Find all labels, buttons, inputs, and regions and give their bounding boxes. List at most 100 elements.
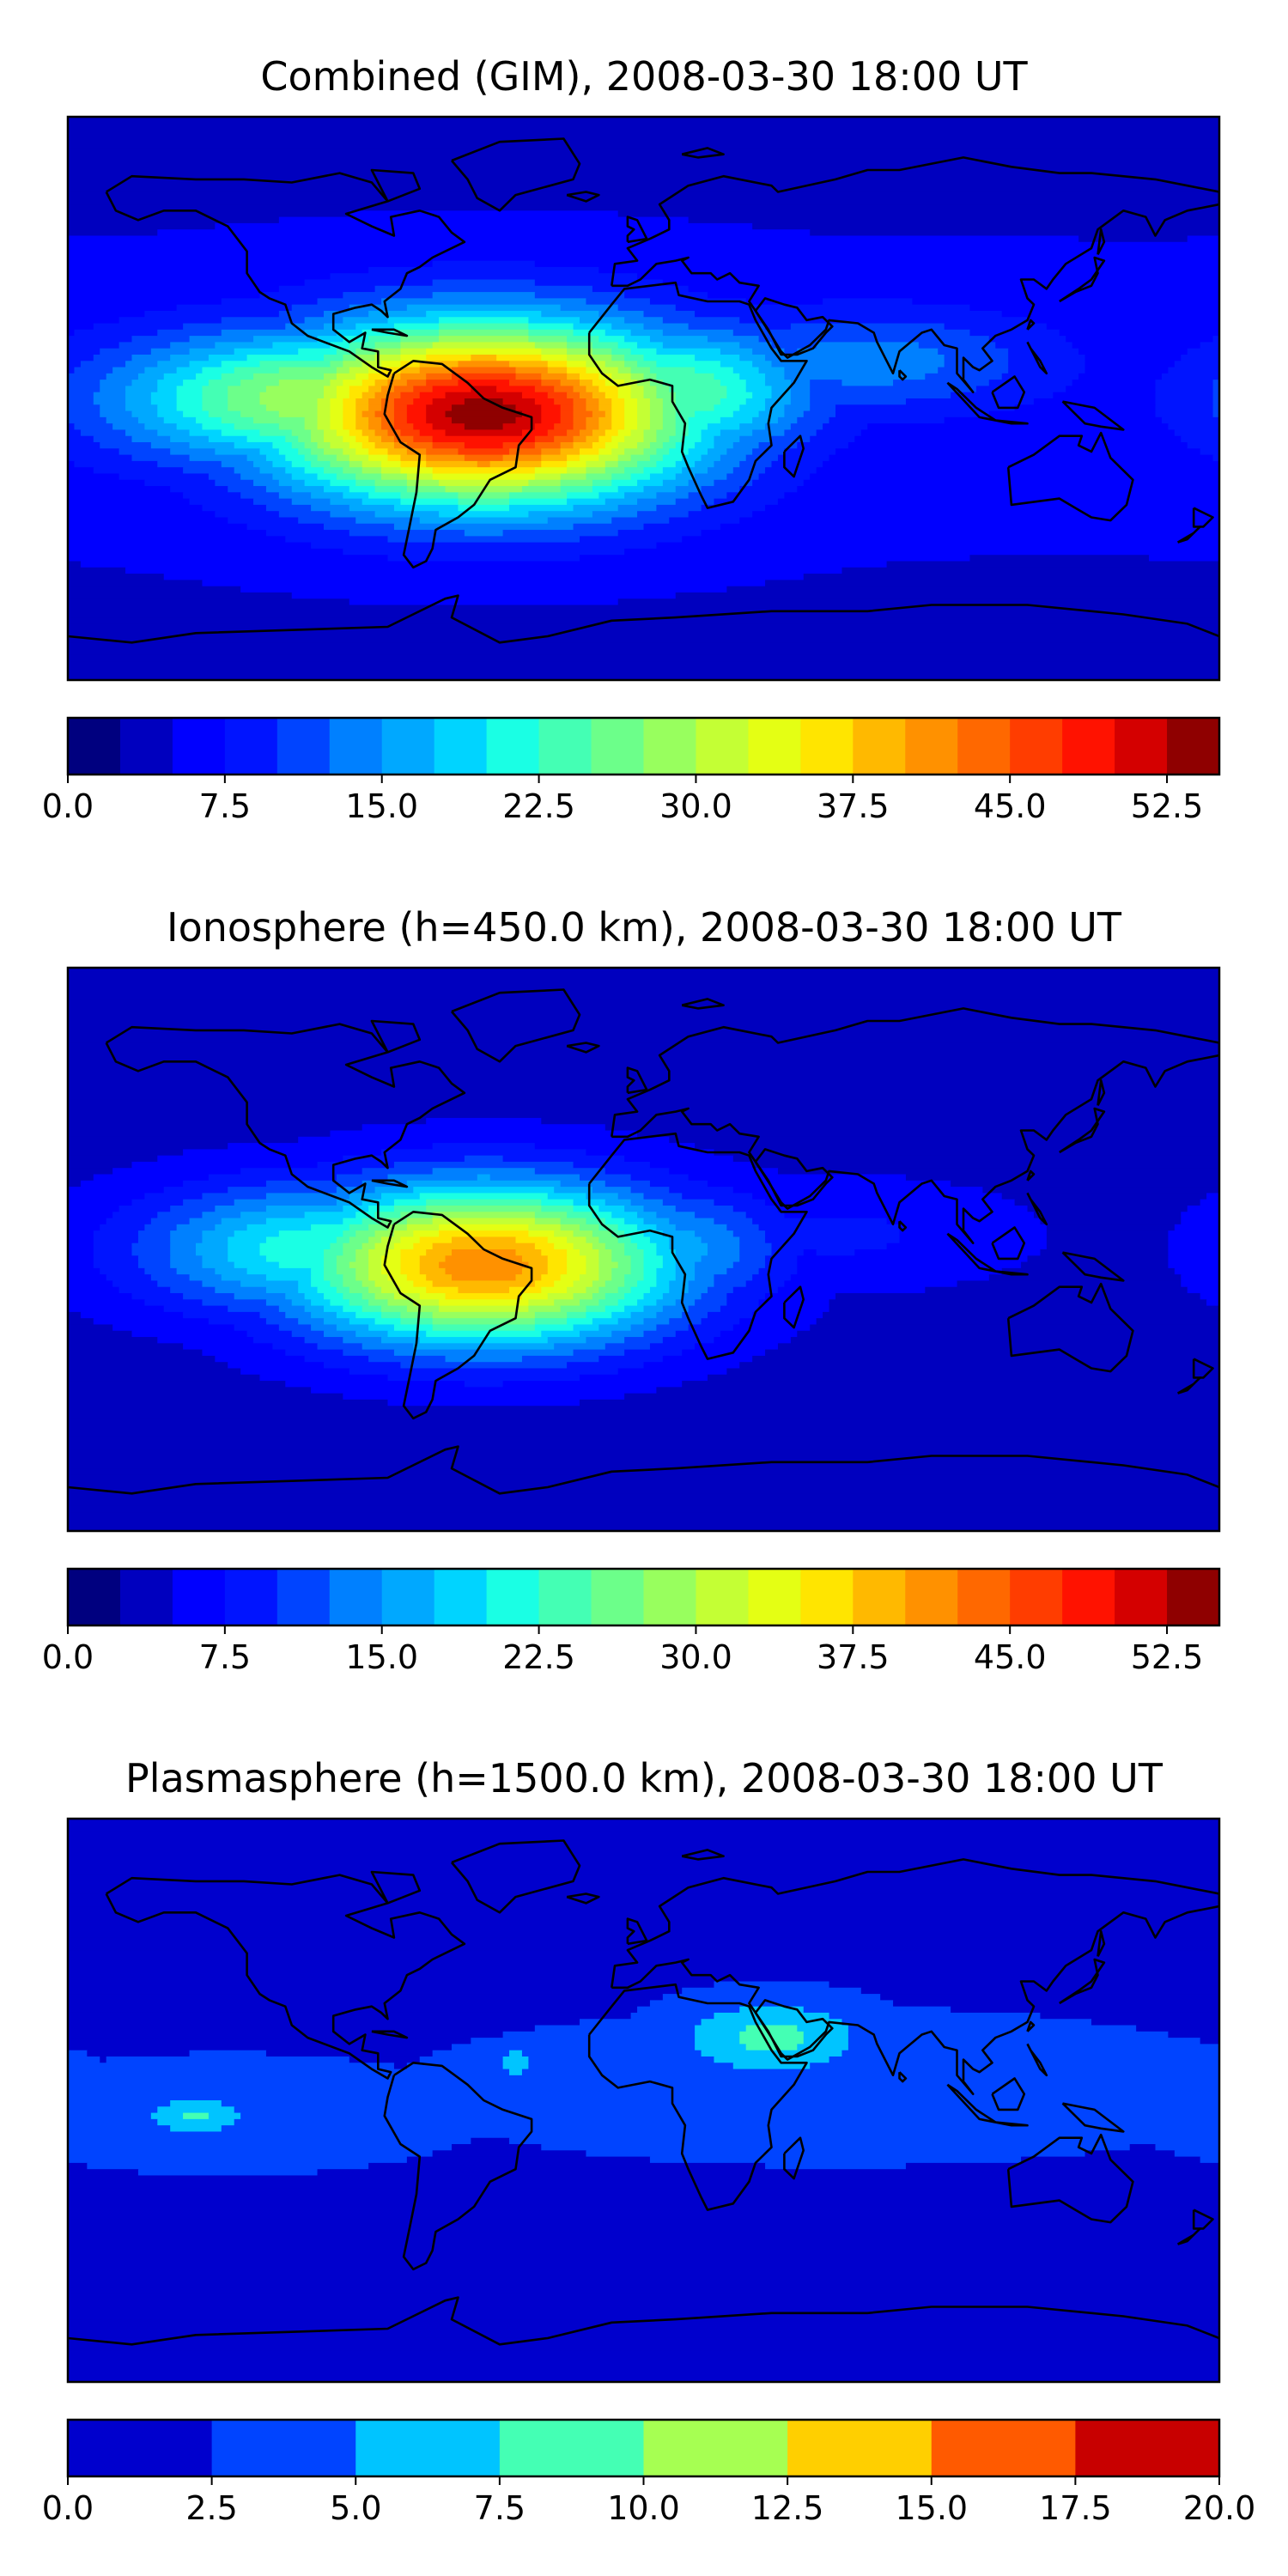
- tec-contour-cell: [580, 536, 683, 544]
- tec-contour-cell: [343, 1280, 363, 1288]
- tec-contour-cell: [131, 435, 171, 443]
- tec-contour-cell: [298, 448, 312, 456]
- tec-contour-cell: [777, 1343, 1219, 1351]
- tec-contour-cell: [68, 561, 82, 568]
- tec-contour-cell: [387, 392, 401, 399]
- tec-contour-cell: [649, 410, 664, 418]
- tec-contour-cell: [726, 492, 785, 500]
- tec-contour-cell: [592, 1318, 619, 1326]
- tec-contour-cell: [304, 454, 319, 462]
- tec-contour-cell: [68, 1443, 1219, 1450]
- tec-contour-cell: [68, 1012, 1219, 1018]
- tec-contour-cell: [368, 1355, 447, 1363]
- tec-contour-cell: [406, 479, 440, 487]
- tec-contour-cell: [605, 392, 619, 399]
- tec-contour-cell: [68, 1874, 1219, 1882]
- tec-contour-cell: [554, 1187, 593, 1194]
- tec-contour-cell: [605, 1305, 625, 1313]
- tec-contour-cell: [234, 1324, 280, 1332]
- tec-contour-cell: [649, 1343, 696, 1351]
- tec-contour-cell: [336, 1261, 350, 1269]
- tec-contour-cell: [304, 467, 325, 475]
- tec-contour-cell: [324, 1362, 401, 1370]
- tec-contour-cell: [240, 492, 280, 500]
- tec-contour-cell: [68, 1024, 1219, 1031]
- tec-contour-cell: [68, 260, 434, 268]
- tec-contour-cell: [580, 1274, 599, 1282]
- tec-contour-cell: [637, 273, 1219, 281]
- tec-contour-cell: [745, 386, 773, 393]
- tec-contour-cell: [291, 442, 306, 449]
- tec-contour-cell: [68, 179, 1219, 186]
- baffin-coast: [370, 1870, 422, 1905]
- tec-contour-cell: [567, 336, 599, 343]
- tec-contour-cell: [521, 2069, 1219, 2076]
- tec-contour-cell: [265, 530, 350, 537]
- tec-contour-cell: [68, 1893, 1219, 1901]
- tec-contour-cell: [68, 416, 107, 424]
- tec-contour-cell: [157, 386, 178, 393]
- tec-contour-cell: [336, 1255, 356, 1263]
- tec-contour-cell: [592, 354, 612, 361]
- tec-contour-cell: [695, 1261, 734, 1269]
- tec-contour-cell: [278, 511, 331, 519]
- tec-contour-cell: [68, 1368, 241, 1376]
- tec-contour-cell: [285, 435, 299, 443]
- tec-contour-cell: [643, 386, 657, 393]
- tec-contour-cell: [643, 323, 690, 331]
- tec-contour-cell: [265, 454, 286, 462]
- tec-contour-cell: [68, 1393, 343, 1400]
- tec-contour-cell: [240, 586, 727, 593]
- tec-contour-cell: [695, 1230, 734, 1238]
- colorbar-swatch: [696, 718, 749, 775]
- svalbard-coast: [681, 147, 725, 159]
- tec-contour-cell: [189, 348, 235, 355]
- tec-contour-cell: [669, 1136, 1219, 1144]
- tec-contour-cell: [112, 1168, 241, 1176]
- tec-contour-cell: [439, 1299, 529, 1307]
- colorbar-tick-label: 2.5: [185, 2489, 237, 2527]
- tec-contour-cell: [611, 473, 632, 481]
- tec-contour-cell: [278, 285, 376, 293]
- tec-contour-cell: [726, 448, 753, 456]
- tec-contour-cell: [714, 1280, 747, 1288]
- tec-contour-cell: [617, 454, 632, 462]
- tec-contour-cell: [215, 222, 753, 230]
- tec-contour-cell: [68, 530, 267, 537]
- tec-contour-cell: [374, 354, 401, 361]
- tec-contour-cell: [624, 448, 645, 456]
- tec-contour-cell: [361, 1168, 434, 1176]
- tec-contour-cell: [68, 1924, 1219, 1932]
- tec-contour-cell: [1168, 423, 1219, 431]
- tec-contour-cell: [68, 1193, 145, 1200]
- tec-contour-cell: [400, 342, 434, 349]
- tec-contour-cell: [624, 1349, 683, 1357]
- baffin-coast: [370, 1019, 422, 1054]
- tec-contour-cell: [68, 222, 216, 230]
- tec-contour-cell: [1168, 1255, 1219, 1263]
- tec-contour-cell: [452, 404, 517, 412]
- tec-contour-cell: [630, 329, 664, 337]
- tec-contour-cell: [624, 416, 638, 424]
- colorbar-tick-label: 45.0: [974, 787, 1047, 825]
- tec-contour-cell: [848, 2025, 1137, 2032]
- tec-contour-cell: [112, 367, 145, 374]
- tec-contour-cell: [361, 392, 376, 399]
- tec-contour-cell: [144, 367, 178, 374]
- tec-contour-cell: [246, 354, 325, 361]
- tec-contour-cell: [554, 1230, 574, 1238]
- tec-contour-cell: [528, 317, 580, 325]
- tec-contour-cell: [509, 504, 574, 512]
- tec-contour-cell: [343, 361, 363, 368]
- tec-contour-cell: [336, 473, 356, 481]
- tec-contour-cell: [234, 423, 280, 431]
- tec-contour-cell: [311, 429, 325, 437]
- tec-contour-cell: [68, 1174, 94, 1182]
- tec-contour-cell: [739, 1362, 1219, 1370]
- tec-contour-cell: [649, 404, 664, 412]
- tec-contour-cell: [259, 361, 331, 368]
- tec-contour-cell: [355, 479, 376, 487]
- tec-contour-cell: [669, 1242, 708, 1250]
- tec-contour-cell: [80, 361, 126, 368]
- tec-contour-cell: [630, 386, 645, 393]
